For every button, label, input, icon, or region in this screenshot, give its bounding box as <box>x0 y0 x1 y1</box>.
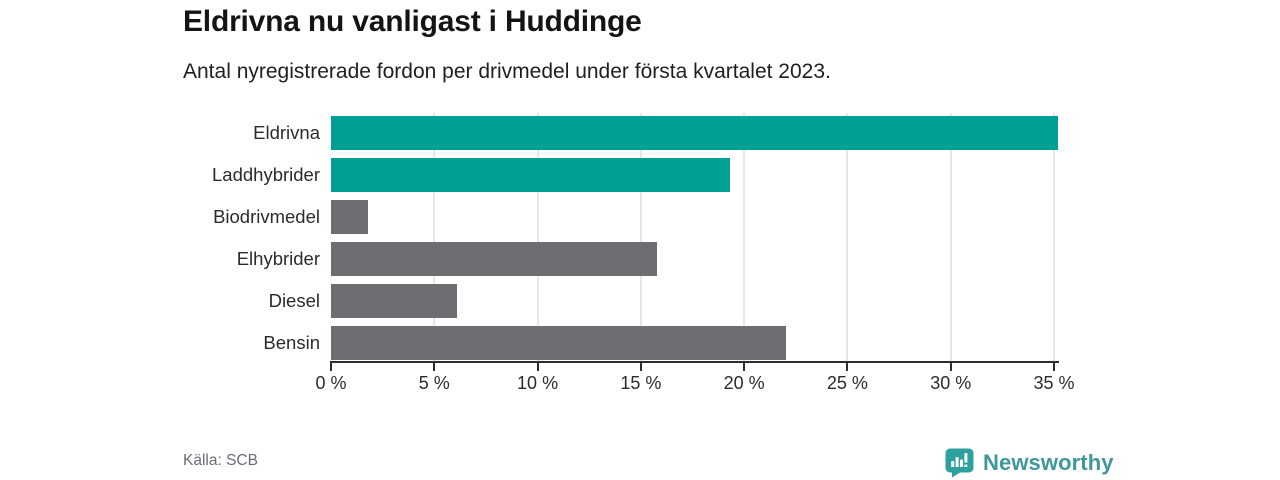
x-tick-30 <box>949 361 952 371</box>
category-label-bensin: Bensin <box>263 332 320 353</box>
x-tick-label-10: 10 % <box>517 373 559 393</box>
chart-subtitle: Antal nyregistrerade fordon per drivmede… <box>183 60 831 83</box>
gridline-25 <box>846 113 849 361</box>
category-label-eldrivna: Eldrivna <box>253 122 320 143</box>
category-label-diesel: Diesel <box>268 290 320 311</box>
bar-elhybrider <box>331 242 658 276</box>
bar-bensin <box>331 326 786 360</box>
x-tick-0 <box>330 361 332 371</box>
gridline-20 <box>743 113 746 361</box>
x-tick-label-20: 20 % <box>723 373 765 393</box>
bar-biodrivmedel <box>331 200 369 234</box>
bar-laddhybrider <box>331 158 730 192</box>
bar-chart-speech-bubble-icon <box>944 447 975 478</box>
category-label-laddhybrider: Laddhybrider <box>212 164 320 185</box>
x-tick-label-0: 0 % <box>315 373 347 393</box>
x-tick-25 <box>846 361 849 371</box>
brand-name: Newsworthy <box>983 449 1114 475</box>
brand-logo: Newsworthy <box>944 447 1114 478</box>
bar-diesel <box>331 284 457 318</box>
x-tick-label-5: 5 % <box>418 373 450 393</box>
x-tick-15 <box>639 361 642 371</box>
x-tick-10 <box>536 361 539 371</box>
chart-title: Eldrivna nu vanligast i Huddinge <box>183 5 642 38</box>
x-tick-label-30: 30 % <box>930 373 972 393</box>
gridline-10 <box>536 113 539 361</box>
x-tick-5 <box>433 361 436 371</box>
x-tick-label-25: 25 % <box>826 373 868 393</box>
x-tick-label-35: 35 % <box>1033 373 1075 393</box>
x-tick-35 <box>1053 361 1055 371</box>
x-tick-20 <box>743 361 746 371</box>
gridline-30 <box>949 113 952 361</box>
bar-eldrivna <box>331 116 1059 150</box>
category-label-biodrivmedel: Biodrivmedel <box>213 206 320 227</box>
source-note: Källa: SCB <box>183 452 258 469</box>
gridline-15 <box>639 113 642 361</box>
category-label-elhybrider: Elhybrider <box>236 248 320 269</box>
x-tick-label-15: 15 % <box>620 373 662 393</box>
x-axis-line <box>330 361 1059 363</box>
gridline-35 <box>1053 113 1055 361</box>
gridline-5 <box>433 113 436 361</box>
